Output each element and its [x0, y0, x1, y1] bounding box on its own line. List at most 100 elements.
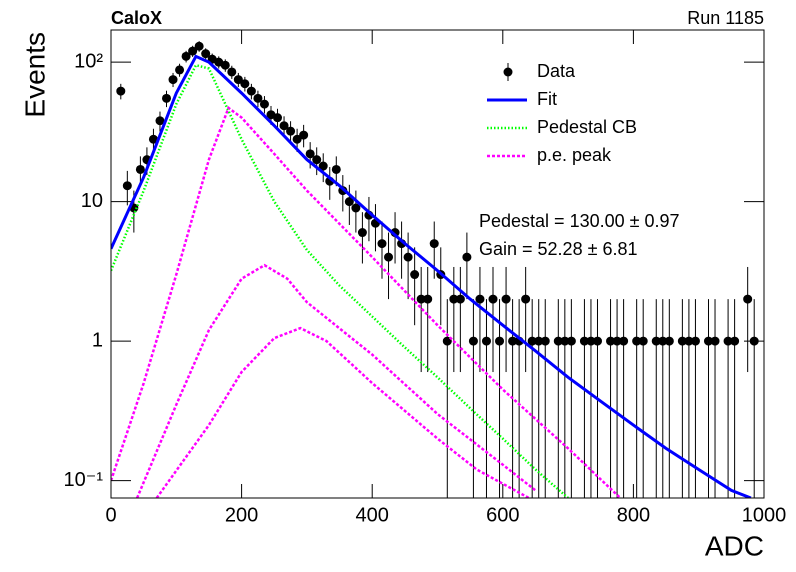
data-point — [553, 299, 563, 498]
marker — [162, 93, 172, 103]
marker — [403, 252, 413, 262]
marker — [449, 294, 459, 304]
data-point — [612, 299, 622, 498]
data-point — [410, 247, 420, 326]
data-point — [501, 266, 511, 373]
plot-frame — [110, 29, 765, 499]
data-point — [246, 83, 256, 100]
curve — [155, 326, 530, 498]
data-point — [299, 124, 309, 148]
marker — [135, 164, 145, 174]
marker — [592, 336, 602, 346]
marker — [331, 164, 341, 174]
data-point — [743, 266, 753, 373]
marker — [579, 336, 589, 346]
y-tick-label: 10² — [74, 50, 103, 72]
marker — [246, 86, 256, 96]
marker — [188, 46, 198, 56]
marker — [677, 336, 687, 346]
y-tick-label: 1 — [92, 329, 103, 351]
data-point — [606, 299, 616, 498]
data-point — [233, 72, 243, 88]
data-point — [423, 266, 433, 373]
data-point — [403, 232, 413, 300]
data-point — [292, 128, 302, 152]
x-axis-label: ADC — [705, 530, 764, 561]
curve — [111, 54, 752, 498]
data-point — [416, 266, 426, 373]
marker — [423, 294, 433, 304]
data-point — [632, 299, 642, 498]
marker — [442, 336, 452, 346]
y-axis-label: Events — [19, 32, 50, 118]
marker — [468, 336, 478, 346]
marker — [481, 336, 491, 346]
data-point — [684, 299, 694, 498]
legend-entry: Fit — [487, 89, 557, 109]
data-point — [312, 147, 322, 176]
data-point — [566, 299, 576, 498]
marker — [690, 336, 700, 346]
marker — [664, 336, 674, 346]
marker — [299, 130, 309, 140]
data-point — [377, 221, 387, 279]
data-point — [540, 299, 550, 498]
y-tick-label: 10 — [81, 190, 103, 212]
run-label: Run 1185 — [687, 8, 764, 28]
data-point — [442, 299, 452, 498]
marker — [181, 51, 191, 61]
marker — [429, 239, 439, 249]
data-point — [188, 45, 198, 57]
data-point — [122, 170, 132, 206]
data-point — [495, 299, 505, 498]
data-point — [286, 121, 296, 144]
data-point — [116, 83, 126, 100]
data-point — [162, 90, 172, 108]
pedestal-annotation: Pedestal = 130.00 ± 0.97 — [479, 211, 680, 231]
marker — [351, 203, 361, 213]
data-point — [175, 63, 185, 77]
legend-label: p.e. peak — [537, 145, 612, 165]
data-point — [579, 299, 589, 498]
data-point — [651, 299, 661, 498]
legend-entry: Pedestal CB — [487, 117, 637, 137]
x-tick-label: 200 — [225, 504, 258, 526]
data-point — [279, 116, 289, 137]
marker — [168, 75, 178, 85]
marker — [122, 181, 132, 191]
marker — [508, 336, 518, 346]
data-point — [253, 90, 263, 108]
marker — [703, 336, 713, 346]
marker — [475, 294, 485, 304]
marker — [279, 121, 289, 131]
marker — [501, 294, 511, 304]
data-point — [194, 41, 204, 52]
marker — [730, 336, 740, 346]
marker — [612, 336, 622, 346]
data-point — [259, 96, 269, 114]
legend-label: Fit — [537, 89, 557, 109]
marker — [534, 336, 544, 346]
marker — [521, 294, 531, 304]
legend-entry: p.e. peak — [487, 145, 612, 165]
marker — [455, 294, 465, 304]
data-point — [318, 153, 328, 183]
curve — [135, 263, 537, 498]
marker — [259, 99, 269, 109]
marker — [527, 336, 537, 346]
marker — [566, 336, 576, 346]
marker — [357, 228, 367, 238]
marker — [286, 126, 296, 136]
marker — [632, 336, 642, 346]
data-point — [658, 299, 668, 498]
marker — [416, 294, 426, 304]
marker — [553, 336, 563, 346]
marker — [292, 134, 302, 144]
data-point — [227, 65, 237, 79]
data-point — [220, 59, 230, 72]
marker — [658, 336, 668, 346]
marker — [723, 336, 733, 346]
marker — [743, 294, 753, 304]
data-point — [357, 212, 367, 264]
plot-area — [111, 41, 759, 498]
